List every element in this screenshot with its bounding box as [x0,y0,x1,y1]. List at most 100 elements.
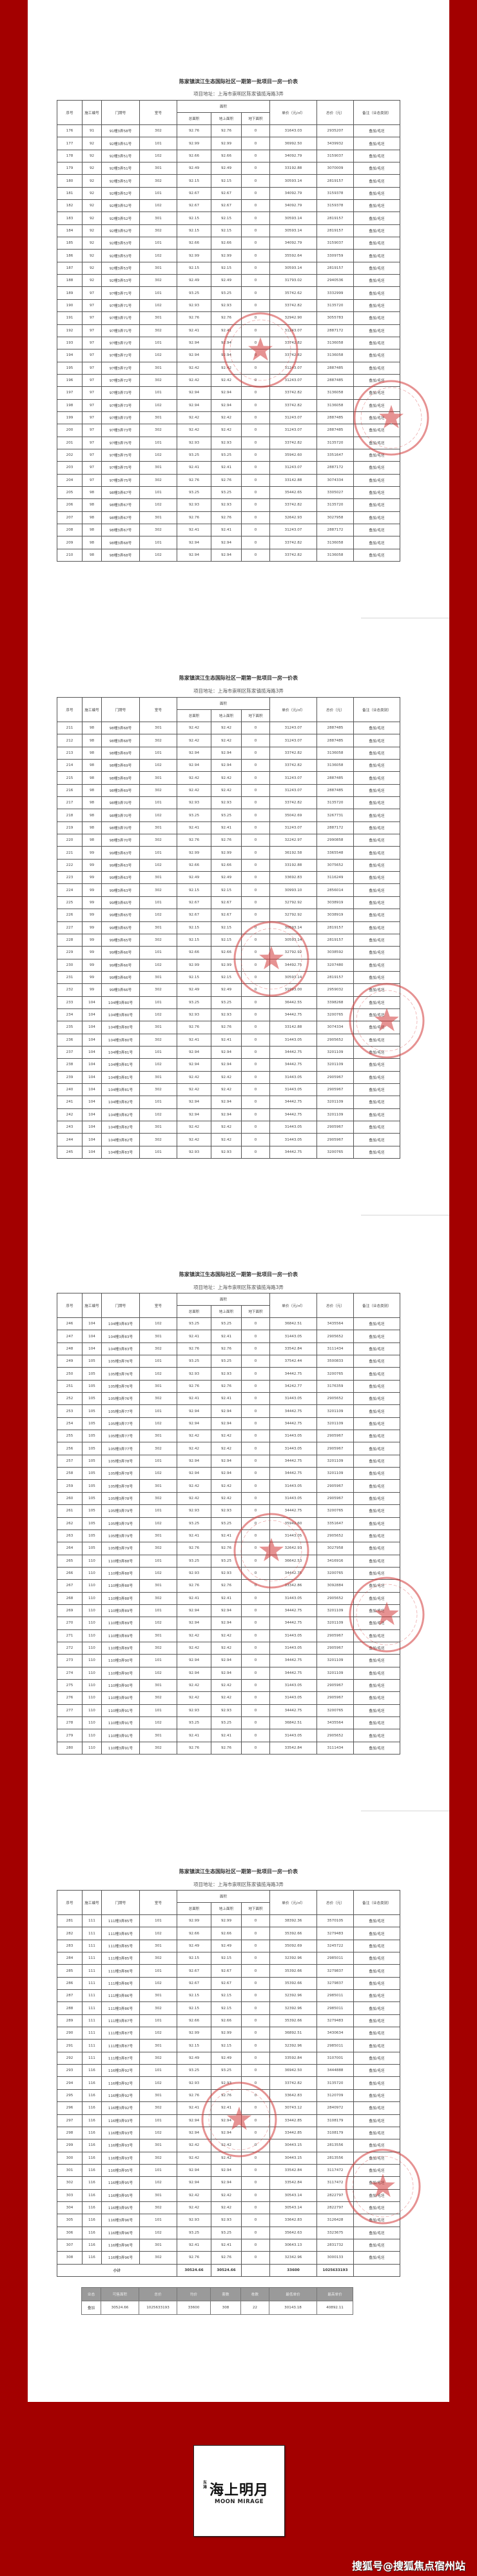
table-cell: 3267731 [316,809,355,822]
table-cell: 297 [57,2114,83,2127]
table-row: 214 98 98幢3弄69号 102 92.94 92.94 0 33742.82 31360… [57,759,401,772]
table-cell: 229 [57,946,83,959]
table-cell: 30543.14 [269,2201,318,2215]
table-cell: 302 [139,473,177,487]
table-cell: 92.41 [211,2238,242,2252]
table-cell: 92.93 [177,1566,211,1580]
table-cell: 101 [139,286,177,300]
table-cell: 116幢3弄95号 [101,2188,140,2202]
table-cell: 92.42 [177,2188,211,2202]
table-cell: 99 [82,871,102,885]
table-cell: 105 [82,1517,102,1530]
table-cell: 101 [139,1145,177,1159]
table-cell: 92.15 [177,2001,211,2015]
table-cell: 叠加/毛坯 [353,834,401,847]
table-cell: 3136058 [316,536,355,549]
table-cell: 92.42 [177,771,211,785]
table-cell: 301 [139,2139,177,2152]
table-cell: 299 [57,2139,83,2152]
table-cell: 92.15 [211,933,242,947]
table-cell: 302 [139,783,177,798]
table-cell: 92.49 [177,2051,211,2065]
table-cell: 0 [240,1379,271,1393]
table-cell: 2905967 [316,1070,355,1084]
table-cell: 97 [82,473,102,487]
table-cell: 3201109 [316,1454,355,1468]
table-cell: 238 [57,1058,83,1072]
summary-header: 最低单价 [269,2287,317,2301]
table-cell: 102 [139,448,177,462]
table-cell: 92.94 [177,1417,211,1431]
table-row: 180 92 92幢3弄51号 302 92.15 92.15 0 30593.14 28191… [57,174,401,188]
table-cell: 302 [139,1542,177,1555]
table-cell: 231 [57,970,83,985]
table-cell: 2831732 [316,2238,355,2252]
table-cell: 34442.75 [269,1617,318,1630]
column-header-area: 面积 [176,100,271,113]
table-cell: 3201109 [316,1666,355,1680]
table-cell: 104幢3弄82号 [101,1108,140,1122]
table-cell: 104 [82,1045,102,1059]
table-cell: 111幢3弄86号 [101,1976,140,1991]
table-cell: 102 [139,1976,177,1991]
table-cell: 92.42 [211,2201,242,2215]
table-cell: 0 [240,2064,271,2078]
table-cell: 叠加/毛坯 [353,324,401,337]
table-cell: 101 [139,336,177,350]
table-cell: 105 [82,1417,102,1431]
table-cell: 2905967 [316,1083,355,1097]
table-row: 222 99 99幢3弄63号 102 92.66 92.66 0 33192.88 30756… [57,858,401,872]
table-cell: 116 [82,2201,102,2215]
table-cell: 92.42 [177,1641,211,1655]
table-cell: 116幢3弄92号 [101,2076,140,2090]
table-cell: 92.41 [211,1529,242,1543]
table-cell: 111 [82,2039,102,2052]
table-row: 250 105 105幢3弄76号 102 92.93 92.93 0 34442.75 320… [57,1367,401,1381]
table-cell: 92.42 [177,734,211,747]
table-cell: 211 [57,721,83,735]
table-cell: 92.99 [211,2027,242,2040]
table-cell: 208 [57,523,83,537]
table-cell: 0 [240,721,271,735]
table-cell: 3107001 [316,2051,355,2065]
summary-header: 均价 [177,2287,211,2301]
table-cell: 99幢3弄63号 [101,871,140,885]
table-cell: 92.42 [177,1491,211,1506]
table-cell: 104幢3弄80号 [101,1008,140,1022]
table-row: 243 104 104幢3弄82号 301 92.42 92.42 0 31443.05 290… [57,1120,401,1134]
table-cell: 0 [240,398,271,412]
column-header-above-area: 地上面积 [211,1305,242,1318]
table-cell: 102 [139,1058,177,1072]
table-cell: 302 [139,1392,177,1406]
table-row: 273 110 110幢3弄90号 101 92.94 92.94 0 34442.75 320… [57,1654,401,1667]
table-cell: 33592.84 [269,2051,318,2065]
table-cell: 叠加/毛坯 [353,1342,401,1356]
table-cell: 110幢3弄89号 [101,1629,140,1642]
table-cell: 302 [139,2051,177,2065]
table-cell: 261 [57,1504,83,1518]
table-cell: 244 [57,1133,83,1146]
table-cell: 叠加/毛坯 [353,1591,401,1605]
table-cell: 92.49 [211,2051,242,2065]
table-cell: 0 [240,946,271,959]
table-cell: 92.76 [177,1579,211,1593]
column-header-build-no: 施工编号 [82,100,102,125]
table-cell: 92.42 [211,2188,242,2202]
table-cell: 116幢3弄93号 [101,2114,140,2127]
table-cell: 叠加/毛坯 [353,783,401,798]
column-header-unit-price: 单价（元/㎡） [269,100,318,125]
table-row: 234 104 104幢3弄80号 102 92.93 92.93 0 34442.75 320… [57,1008,401,1022]
table-row: 221 99 99幢3弄63号 101 92.99 92.99 0 36192.58 33655… [57,846,401,860]
table-cell: 2985011 [316,1952,355,1965]
table-cell: 110幢3弄90号 [101,1678,140,1693]
table-cell: 267 [57,1579,83,1593]
table-row: 266 110 110幢3弄88号 102 92.93 92.93 0 34442.75 320… [57,1566,401,1580]
table-cell: 31443.05 [269,1641,318,1655]
table-cell: 叠加/毛坯 [353,149,401,163]
table-cell: 92.94 [211,336,242,350]
table-cell: 92.94 [211,536,242,549]
table-cell: 110 [82,1654,102,1667]
table-cell: 274 [57,1666,83,1680]
table-cell: 34442.75 [269,1404,318,1418]
table-row: 304 116 116幢3弄95号 302 92.42 92.42 0 30543.14 282… [57,2201,401,2215]
